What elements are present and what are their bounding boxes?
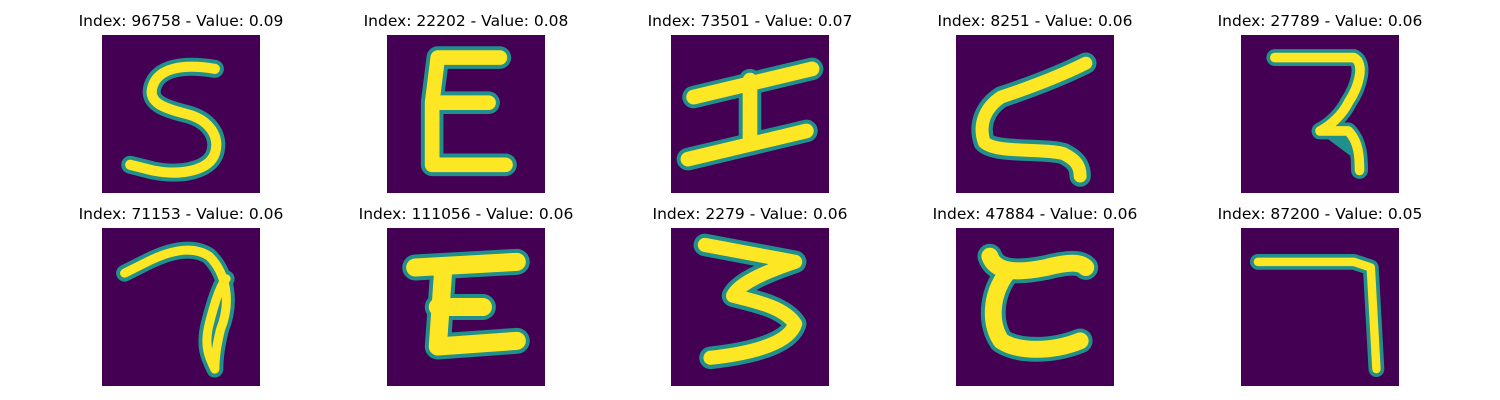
panel-9-title: Index: 47884 - Value: 0.06 (932, 205, 1138, 223)
panel-9-image (956, 228, 1114, 386)
panel-10-image (1241, 228, 1399, 386)
digit-epsilon-like-image (420, 46, 517, 177)
panel-8-image (671, 228, 829, 386)
panel-7-title: Index: 111056 - Value: 0.06 (358, 205, 574, 223)
digit-reversed-r-like-image (1266, 49, 1369, 179)
digit-five-like-image (121, 57, 226, 182)
digit-seven-loop-like-image (116, 241, 235, 378)
panel-10-title: Index: 87200 - Value: 0.05 (1217, 205, 1423, 223)
panel-1-image (102, 35, 260, 193)
panel-6-image (102, 228, 260, 386)
panel-3-title: Index: 73501 - Value: 0.07 (647, 12, 853, 30)
digit-z-like-image (971, 52, 1097, 187)
panel-4-image (956, 35, 1114, 193)
panel-2-image (387, 35, 545, 193)
panel-8-title: Index: 2279 - Value: 0.06 (652, 205, 848, 223)
panel-6-title: Index: 71153 - Value: 0.06 (78, 205, 284, 223)
panel-5-image (1241, 35, 1399, 193)
digit-c-like-image (977, 243, 1099, 362)
panel-1-title: Index: 96758 - Value: 0.09 (78, 12, 284, 30)
panel-2-title: Index: 22202 - Value: 0.08 (363, 12, 569, 30)
digit-three-like-image (693, 233, 807, 370)
panel-3-image (671, 35, 829, 193)
digit-z-block-like-image (402, 248, 530, 360)
panel-5-title: Index: 27789 - Value: 0.06 (1217, 12, 1423, 30)
panel-4-title: Index: 8251 - Value: 0.06 (937, 12, 1133, 30)
digit-i-beam-like-image (676, 57, 824, 171)
digit-seven-angle-like-image (1250, 253, 1385, 377)
panel-7-image (387, 228, 545, 386)
